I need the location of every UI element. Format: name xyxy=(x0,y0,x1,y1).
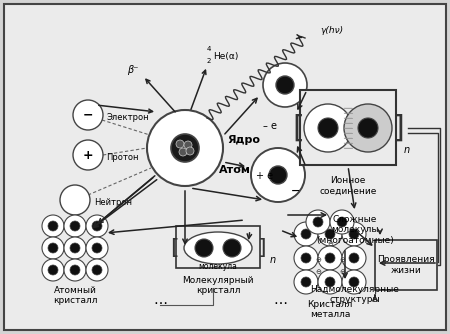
Circle shape xyxy=(344,104,392,152)
Circle shape xyxy=(179,148,187,156)
Text: …: … xyxy=(273,293,287,307)
Text: ⊖: ⊖ xyxy=(339,269,345,275)
Circle shape xyxy=(325,277,335,287)
Text: ⊖: ⊖ xyxy=(339,257,345,263)
Text: Электрон: Электрон xyxy=(106,113,148,122)
Text: Проявления
жизни: Проявления жизни xyxy=(377,255,435,275)
Circle shape xyxy=(294,222,318,246)
Circle shape xyxy=(48,265,58,275)
Circle shape xyxy=(147,110,223,186)
Circle shape xyxy=(301,229,311,239)
Circle shape xyxy=(294,246,318,270)
Text: +: + xyxy=(83,149,93,162)
Circle shape xyxy=(342,270,366,294)
Text: [: [ xyxy=(170,238,178,258)
Circle shape xyxy=(263,63,307,107)
Text: [: [ xyxy=(292,114,304,143)
Circle shape xyxy=(318,246,342,270)
Text: 2: 2 xyxy=(207,58,211,64)
Circle shape xyxy=(251,148,305,202)
Text: ⊖: ⊖ xyxy=(315,269,321,275)
Text: Надмолекулярные
структуры: Надмолекулярные структуры xyxy=(310,285,400,304)
Text: Атом: Атом xyxy=(219,165,251,175)
Circle shape xyxy=(70,265,80,275)
Text: Ядро: Ядро xyxy=(227,135,260,145)
Text: Кристалл
металла: Кристалл металла xyxy=(307,300,353,319)
Circle shape xyxy=(64,237,86,259)
Text: n: n xyxy=(404,145,410,155)
Text: ]: ] xyxy=(392,114,404,143)
Circle shape xyxy=(318,118,338,138)
Text: n: n xyxy=(270,255,276,265)
Circle shape xyxy=(92,243,102,253)
Circle shape xyxy=(269,166,287,184)
Circle shape xyxy=(223,239,241,257)
Text: Атомный
кристалл: Атомный кристалл xyxy=(53,286,97,305)
Text: …: … xyxy=(153,293,167,307)
Circle shape xyxy=(301,277,311,287)
Circle shape xyxy=(92,221,102,231)
Text: He(α): He(α) xyxy=(213,51,239,60)
Circle shape xyxy=(42,237,64,259)
Circle shape xyxy=(349,277,359,287)
Circle shape xyxy=(342,222,366,246)
Circle shape xyxy=(73,140,103,170)
Text: β⁻: β⁻ xyxy=(127,65,139,75)
Circle shape xyxy=(195,239,213,257)
Circle shape xyxy=(325,253,335,263)
Circle shape xyxy=(349,229,359,239)
Circle shape xyxy=(184,141,192,149)
Text: – e: – e xyxy=(263,121,277,131)
Circle shape xyxy=(342,246,366,270)
Text: Нейтрон: Нейтрон xyxy=(94,197,132,206)
Text: γ(hν): γ(hν) xyxy=(320,25,343,34)
Circle shape xyxy=(60,185,90,215)
Text: Сложные
молекулы
(многоатомные): Сложные молекулы (многоатомные) xyxy=(316,215,394,245)
Bar xyxy=(300,90,396,165)
Circle shape xyxy=(64,215,86,237)
Circle shape xyxy=(325,229,335,239)
Circle shape xyxy=(86,237,108,259)
Text: Протон: Протон xyxy=(106,153,139,162)
Circle shape xyxy=(304,104,352,152)
Circle shape xyxy=(186,147,194,155)
Circle shape xyxy=(313,217,323,227)
Text: Молекулярный
кристалл: Молекулярный кристалл xyxy=(182,276,254,295)
Circle shape xyxy=(48,243,58,253)
Circle shape xyxy=(70,221,80,231)
Circle shape xyxy=(330,210,354,234)
Circle shape xyxy=(48,221,58,231)
Text: ]: ] xyxy=(258,238,266,258)
Circle shape xyxy=(294,270,318,294)
Bar xyxy=(176,226,260,268)
Circle shape xyxy=(176,140,184,148)
Circle shape xyxy=(301,253,311,263)
Circle shape xyxy=(318,270,342,294)
Circle shape xyxy=(276,76,294,94)
Circle shape xyxy=(86,259,108,281)
Circle shape xyxy=(64,259,86,281)
Circle shape xyxy=(86,215,108,237)
Circle shape xyxy=(70,243,80,253)
Circle shape xyxy=(349,253,359,263)
Circle shape xyxy=(42,259,64,281)
Bar xyxy=(375,240,437,290)
Circle shape xyxy=(42,215,64,237)
Circle shape xyxy=(318,222,342,246)
Text: −: − xyxy=(291,186,301,196)
Text: −: − xyxy=(83,109,93,122)
Circle shape xyxy=(73,100,103,130)
Circle shape xyxy=(306,210,330,234)
Circle shape xyxy=(92,265,102,275)
Text: + e: + e xyxy=(256,171,274,181)
Text: ⊖: ⊖ xyxy=(315,257,321,263)
Text: ⊖: ⊖ xyxy=(327,241,333,247)
Circle shape xyxy=(337,217,347,227)
Ellipse shape xyxy=(184,232,252,264)
Text: молекула: молекула xyxy=(198,262,238,271)
Text: 4: 4 xyxy=(207,46,211,52)
Circle shape xyxy=(171,134,199,162)
Circle shape xyxy=(358,118,378,138)
Text: Ионное
соединение: Ионное соединение xyxy=(320,176,377,195)
